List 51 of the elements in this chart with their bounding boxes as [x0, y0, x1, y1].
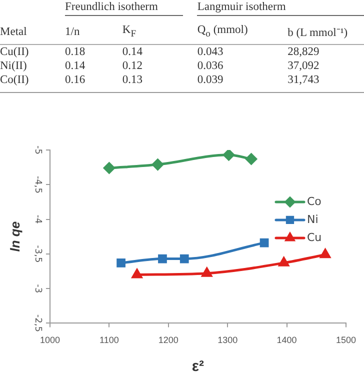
x-tick-label: 1200	[158, 335, 178, 346]
data-label: 37,092	[288, 59, 320, 74]
category-label: Co(II)	[0, 73, 66, 93]
text: Q$_{o}$ (mmol)	[197, 19, 288, 45]
y-tick-label: -4	[32, 214, 43, 224]
data-label: 0.12	[122, 59, 144, 74]
point	[180, 254, 189, 264]
point	[320, 248, 330, 258]
x-tick-label: 1500	[336, 335, 356, 346]
text: b (L mmol⁻¹)	[288, 19, 364, 45]
text: Metal	[0, 19, 66, 45]
point	[278, 257, 289, 266]
y-tick-label: -3,5	[32, 245, 43, 263]
point	[116, 258, 126, 268]
data-label: 0.14	[122, 45, 144, 60]
data-label: 0.039	[197, 73, 288, 93]
point	[246, 153, 258, 165]
point	[260, 238, 269, 248]
text: K$_{F}$	[122, 19, 183, 45]
data-label: 28,829	[288, 45, 320, 60]
legend-label: Cu	[306, 230, 322, 244]
x-tick-label: 1400	[276, 335, 297, 346]
point	[158, 254, 167, 264]
x-tick-label: 1100	[100, 335, 119, 346]
text: Langmuir isotherm	[197, 1, 364, 16]
legend-label: Ni	[306, 212, 318, 226]
category-label: Cu(II)	[0, 45, 30, 60]
text: 1/n	[65, 19, 122, 45]
y-tick-label: -5	[32, 146, 43, 154]
data-label: 0.043	[197, 45, 224, 60]
y-tick-label: -4,5	[32, 176, 43, 194]
data-label: 0.13	[122, 73, 183, 93]
y-axis-title: ln qe	[7, 221, 22, 252]
x-axis-title: ε²	[192, 358, 204, 376]
data-label: 0.14	[65, 59, 86, 74]
point	[202, 268, 212, 277]
data-label: 0.16	[65, 73, 122, 93]
point	[152, 158, 164, 170]
y-tick-label: -3	[32, 284, 43, 294]
data-label: 0.18	[65, 45, 86, 60]
point	[103, 162, 115, 174]
data-label: 0.036	[197, 59, 224, 74]
x-tick-label: 1300	[218, 335, 238, 346]
data-label: 31,743	[288, 73, 364, 93]
text: Freundlich isotherm	[65, 1, 183, 16]
x-tick-label: 1000	[40, 335, 60, 346]
legend-label: Co	[306, 194, 322, 208]
y-tick-label: -2,5	[32, 314, 43, 332]
point	[223, 150, 235, 161]
point	[132, 268, 142, 278]
category-label: Ni(II)	[0, 59, 28, 74]
